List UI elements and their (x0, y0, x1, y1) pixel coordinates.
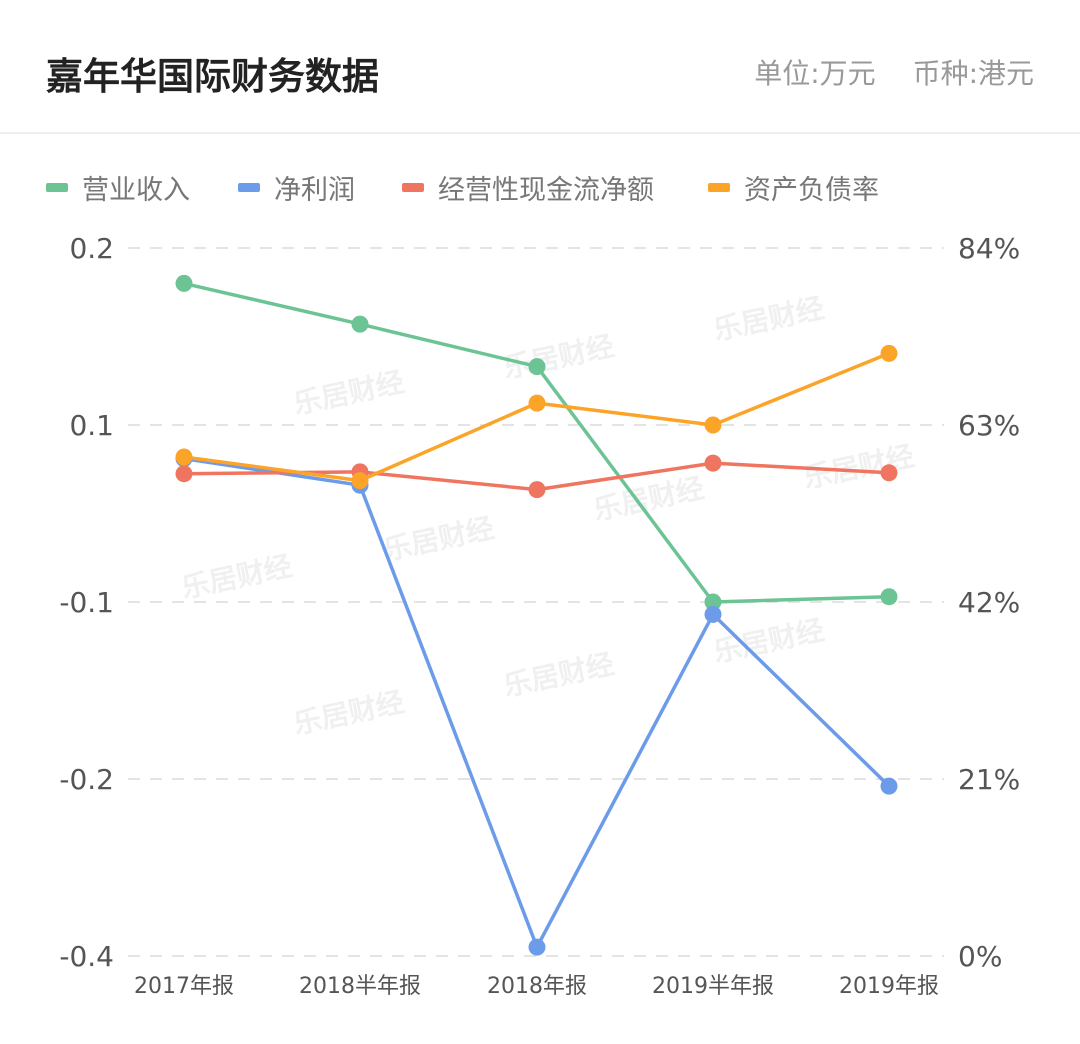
grid-lines (128, 247, 944, 957)
legend-swatch (46, 183, 68, 192)
legend-item[interactable]: 经营性现金流净额 (402, 168, 654, 207)
x-tick-label: 2018年报 (487, 974, 587, 999)
y-left-tick-label: -0.4 (59, 940, 114, 973)
x-tick-label: 2019年报 (839, 974, 939, 999)
legend-label: 资产负债率 (744, 175, 879, 206)
legend-swatch (708, 183, 730, 192)
x-tick-label: 2017年报 (134, 974, 234, 999)
watermark-text: 乐居财经 (801, 439, 917, 495)
watermark-text: 乐居财经 (291, 685, 407, 741)
watermark-text: 乐居财经 (291, 365, 407, 421)
watermark-text: 乐居财经 (501, 647, 617, 703)
y-right-tick-label: 42% (958, 586, 1020, 619)
data-point (704, 416, 722, 434)
y-right-tick-label: 0% (958, 940, 1002, 973)
x-tick-label: 2019半年报 (652, 974, 774, 999)
watermark-text: 乐居财经 (381, 511, 497, 567)
y-axis-left: 0.2 0.1 -0.1 -0.2 -0.4 (59, 232, 114, 973)
legend-label: 经营性现金流净额 (438, 175, 654, 206)
data-point (351, 315, 369, 333)
chart-header: 嘉年华国际财务数据 单位:万元 币种:港元 (0, 0, 1080, 134)
y-right-tick-label: 21% (958, 763, 1020, 796)
data-point (528, 358, 546, 376)
unit-info: 单位:万元 币种:港元 (726, 52, 1034, 92)
currency-label: 币种:港元 (912, 57, 1034, 90)
data-point (175, 448, 193, 466)
y-left-tick-label: -0.2 (59, 763, 114, 796)
data-point (880, 464, 898, 482)
y-right-tick-label: 84% (958, 232, 1020, 265)
x-axis: 2017年报 2018半年报 2018年报 2019半年报 2019年报 (134, 974, 939, 999)
legend-label: 净利润 (274, 175, 355, 206)
legend-swatch (238, 183, 260, 192)
x-tick-label: 2018半年报 (299, 974, 421, 999)
y-right-tick-label: 63% (958, 409, 1020, 442)
data-point (528, 394, 546, 412)
data-point (880, 588, 898, 606)
watermark-text: 乐居财经 (179, 549, 295, 605)
legend-item[interactable]: 净利润 (238, 168, 355, 207)
data-point (880, 777, 898, 795)
y-left-tick-label: 0.2 (69, 232, 114, 265)
watermark-text: 乐居财经 (711, 291, 827, 347)
legend-item[interactable]: 资产负债率 (708, 168, 879, 207)
data-point (704, 605, 722, 623)
legend-item[interactable]: 营业收入 (46, 168, 190, 207)
watermark-text: 乐居财经 (711, 613, 827, 669)
data-point (351, 472, 369, 490)
data-point (528, 481, 546, 499)
legend-label: 营业收入 (82, 175, 190, 206)
legend-swatch (402, 183, 424, 192)
watermark-text: 乐居财经 (501, 329, 617, 385)
series-line (183, 456, 891, 949)
y-left-tick-label: -0.1 (59, 586, 114, 619)
y-left-tick-label: 0.1 (69, 409, 114, 442)
data-point (175, 274, 193, 292)
chart-title: 嘉年华国际财务数据 (46, 55, 379, 98)
series-layer (175, 274, 898, 956)
data-point (880, 344, 898, 362)
data-point (704, 593, 722, 611)
data-point (175, 465, 193, 483)
data-point (704, 454, 722, 472)
y-axis-right: 84% 63% 42% 21% 0% (958, 232, 1020, 973)
data-point (528, 938, 546, 956)
unit-label: 单位:万元 (754, 57, 876, 90)
